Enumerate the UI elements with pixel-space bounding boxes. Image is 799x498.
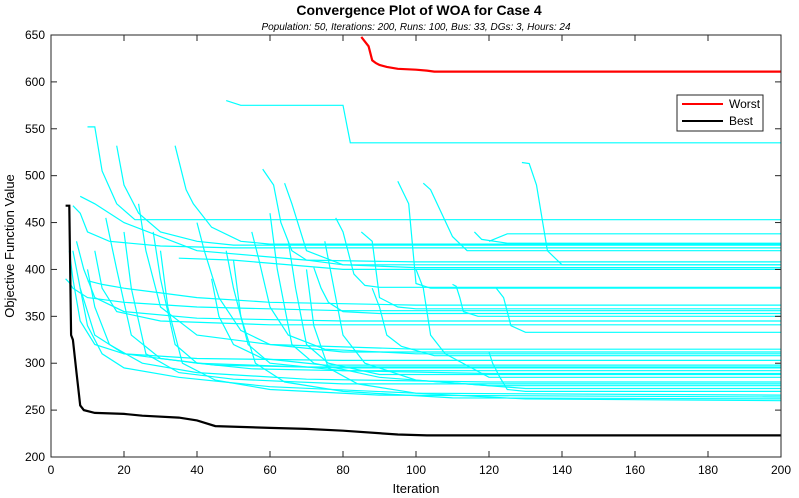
run-line-25 [196,222,781,353]
run-line-13 [178,257,781,270]
run-line-22 [75,241,781,322]
chart-title: Convergence Plot of WOA for Case 4 [296,2,542,18]
run-line-39 [79,288,782,396]
x-tick-label: 80 [336,463,350,477]
run-line-41 [232,260,782,400]
run-line-17 [495,287,781,333]
run-line-31 [225,250,781,375]
runs-layer [65,100,782,402]
run-line-10 [284,182,781,269]
run-line-7 [72,205,781,249]
run-line-43 [72,250,781,368]
x-axis-label: Iteration [393,481,440,496]
run-line-42 [305,269,782,402]
run-line-24 [138,203,781,350]
run-line-5 [174,145,781,245]
series-layer [65,36,781,437]
run-line-8 [79,195,781,263]
x-tick-label: 20 [117,463,131,477]
x-tick-label: 140 [552,463,572,477]
legend: Worst Best [676,94,764,132]
run-line-27 [371,287,781,357]
legend-box [676,94,764,132]
worst-series-line [360,36,781,73]
run-line-33 [415,269,781,378]
run-line-23 [94,250,781,326]
best-series-line [65,204,781,437]
y-tick-label: 450 [25,216,45,230]
run-line-28 [68,250,781,361]
run-line-37 [324,241,781,390]
legend-worst-label: Worst [729,97,761,111]
y-tick-label: 550 [25,122,45,136]
chart-subtitle: Population: 50, Iterations: 200, Runs: 1… [261,22,571,33]
run-line-40 [159,250,782,398]
x-tick-label: 180 [698,463,718,477]
x-tick-label: 40 [190,463,204,477]
x-tick-label: 100 [406,463,426,477]
run-line-1 [226,100,781,144]
y-axis-label: Objective Function Value [2,174,17,318]
run-line-32 [287,241,781,376]
x-tick-label: 200 [771,463,791,477]
run-line-20 [87,280,781,306]
y-tick-label: 650 [25,28,45,42]
x-axis: 0 20 40 60 80 100 120 140 160 180 200 [48,35,791,477]
legend-best-label: Best [729,114,754,128]
y-tick-label: 600 [25,75,45,89]
run-line-26 [251,231,781,355]
run-line-2 [87,126,781,221]
run-line-18 [360,231,781,310]
y-tick-label: 200 [25,450,45,464]
run-line-35 [123,231,781,385]
run-line-6 [116,145,781,246]
run-line-19 [313,267,781,315]
x-tick-label: 60 [263,463,277,477]
x-tick-label: 0 [48,463,55,477]
run-line-11 [488,233,781,242]
y-tick-label: 300 [25,356,45,370]
run-line-15 [397,181,781,289]
run-line-44 [211,278,781,366]
y-tick-label: 250 [25,403,45,417]
x-tick-label: 160 [625,463,645,477]
y-tick-label: 400 [25,262,45,276]
run-line-38 [488,351,781,392]
y-tick-label: 350 [25,309,45,323]
run-line-12 [473,231,781,244]
y-tick-label: 500 [25,169,45,183]
y-axis: 200 250 300 350 400 450 500 550 600 650 [25,28,781,464]
run-line-4 [422,182,781,252]
x-tick-label: 120 [479,463,499,477]
run-line-14 [335,217,781,288]
